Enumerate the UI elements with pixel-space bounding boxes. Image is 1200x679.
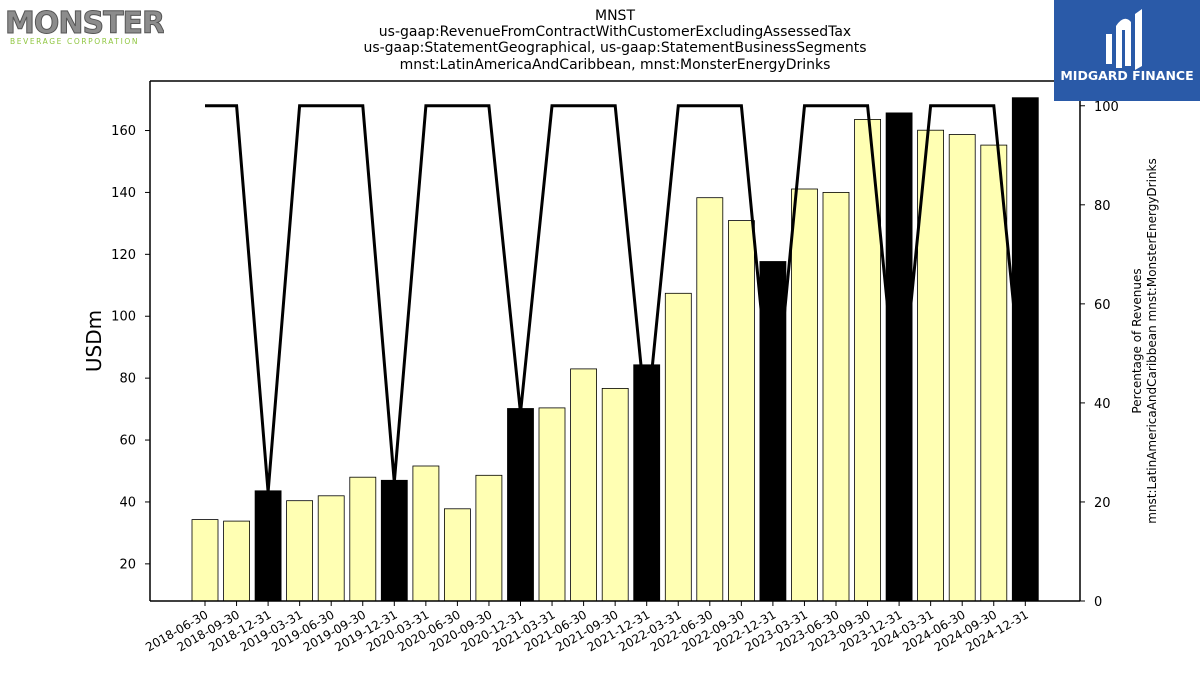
chart-title: MNST us-gaap:RevenueFromContractWithCust… — [363, 8, 866, 73]
bar-2019-12-31 — [380, 479, 408, 602]
bar-2020-03-31 — [412, 465, 440, 602]
title-line-4: mnst:LatinAmericaAndCaribbean, mnst:Mons… — [400, 57, 831, 73]
bar-2024-12-31 — [1011, 97, 1039, 602]
midgard-finance-logo: MIDGARD FINANCE — [1054, 0, 1200, 101]
y-tick-label: 60 — [119, 434, 136, 449]
y-tick-label: 40 — [119, 495, 136, 510]
bar-2019-09-30 — [349, 476, 377, 602]
bar-2018-09-30 — [223, 520, 251, 602]
bar-2020-12-31 — [507, 408, 534, 602]
bar-2022-03-31 — [664, 292, 692, 602]
monster-logo-wordmark: MONSTER — [5, 6, 164, 41]
y2-axis-label-line-2: mnst:LatinAmericaAndCaribbean mnst:Monst… — [1145, 158, 1159, 524]
bar-2024-03-31 — [917, 129, 944, 602]
bar-2023-03-31 — [791, 188, 818, 602]
bar-2021-12-31 — [633, 364, 661, 602]
title-line-3: us-gaap:StatementGeographical, us-gaap:S… — [363, 40, 866, 56]
percentage-line-series — [205, 104, 1027, 493]
bar-2020-06-30 — [443, 508, 471, 602]
y-tick-label: 100 — [111, 310, 136, 325]
y-axis-label: USDm — [82, 310, 106, 372]
bar-2024-09-30 — [980, 144, 1008, 602]
bar-2019-03-31 — [286, 500, 314, 602]
title-line-2: us-gaap:RevenueFromContractWithCustomerE… — [379, 24, 851, 40]
monster-logo: MONSTER BEVERAGE CORPORATION — [4, 4, 167, 48]
bar-2018-06-30 — [191, 519, 219, 602]
percentage-line — [205, 104, 1027, 493]
y-tick-label: 80 — [119, 372, 136, 387]
y-tick-label: 160 — [111, 124, 136, 139]
monster-logo-image: MONSTER BEVERAGE CORPORATION — [5, 6, 167, 47]
monster-logo-subtitle: BEVERAGE CORPORATION — [10, 37, 139, 46]
bar-2021-06-30 — [570, 368, 597, 602]
y2-axis-label-line-1: Percentage of Revenues — [1130, 268, 1144, 413]
y-tick-label: 20 — [119, 557, 136, 572]
y-tick-label: 140 — [111, 186, 136, 201]
bar-2018-12-31 — [254, 490, 282, 602]
bar-2019-06-30 — [317, 495, 345, 602]
y2-tick-label: 20 — [1094, 496, 1111, 511]
bar-2022-09-30 — [728, 220, 755, 602]
bar-2020-09-30 — [475, 474, 503, 602]
y2-tick-label: 80 — [1094, 199, 1111, 214]
midgard-logo-image: MIDGARD FINANCE — [1060, 9, 1194, 83]
bar-2021-03-31 — [538, 407, 566, 602]
y2-tick-label: 60 — [1094, 298, 1111, 313]
midgard-logo-text: MIDGARD FINANCE — [1060, 68, 1193, 83]
y2-tick-label: 0 — [1094, 595, 1102, 610]
bar-2022-06-30 — [696, 197, 724, 602]
midgard-logo-mark-icon — [1106, 9, 1142, 70]
bar-2021-09-30 — [601, 387, 629, 602]
y2-tick-label: 40 — [1094, 397, 1111, 412]
bar-2024-06-30 — [948, 134, 976, 602]
bar-2023-06-30 — [822, 191, 850, 602]
y2-tick-label: 100 — [1094, 100, 1119, 115]
bar-series — [191, 97, 1039, 602]
bar-2023-12-31 — [885, 112, 913, 602]
y-tick-label: 120 — [111, 248, 136, 263]
title-line-1: MNST — [595, 8, 635, 24]
